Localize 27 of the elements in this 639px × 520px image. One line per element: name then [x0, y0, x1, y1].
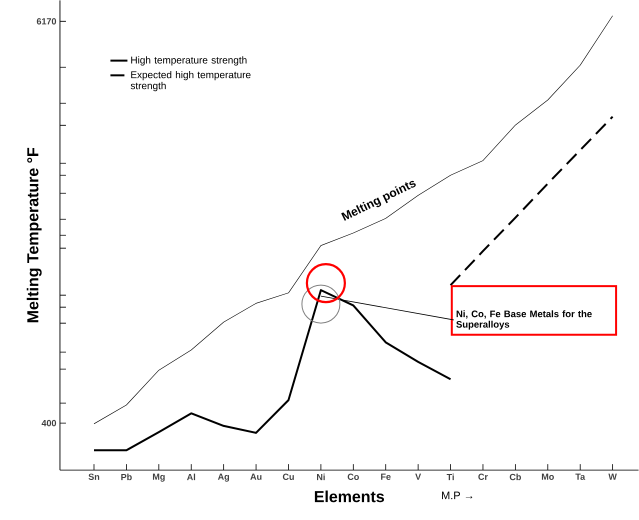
x-tick-label: Cr — [478, 474, 488, 480]
x-tick-label: Fe — [381, 474, 391, 480]
x-tick-label: W — [608, 474, 617, 480]
x-tick-label: Ni — [317, 474, 325, 480]
x-tick-label: Sn — [88, 474, 100, 480]
y-axis-title: Melting Temperature °F — [26, 148, 42, 322]
text: M.P → — [442, 492, 472, 500]
x-tick-label: V — [415, 474, 422, 480]
x-tick-label: Pb — [121, 474, 132, 480]
x-tick-label: Ti — [446, 474, 454, 480]
y-tick-label: 400 — [42, 420, 56, 426]
x-tick-label: Al — [186, 474, 196, 480]
x-axis-title: Elements — [314, 490, 384, 502]
x-tick-label: Cb — [510, 474, 521, 480]
y-tick-label: 6170 — [36, 18, 56, 24]
legend-label: Expected high temperature strength — [130, 70, 251, 92]
x-tick-label: Au — [250, 474, 262, 480]
x-tick-label: Cu — [282, 474, 294, 480]
x-tick-label: Mg — [152, 474, 165, 482]
x-tick-label: Ta — [575, 474, 586, 480]
line-series — [94, 15, 613, 424]
x-tick-label: Ag — [218, 474, 230, 482]
x-tick-label: Mo — [542, 474, 554, 480]
line-series — [92, 289, 452, 452]
legend-label: High temperature strength — [131, 56, 246, 66]
annotation: Ni, Co, Fe Base Metals for the Superalloys — [456, 310, 592, 330]
x-tick-label: Co — [348, 474, 359, 480]
